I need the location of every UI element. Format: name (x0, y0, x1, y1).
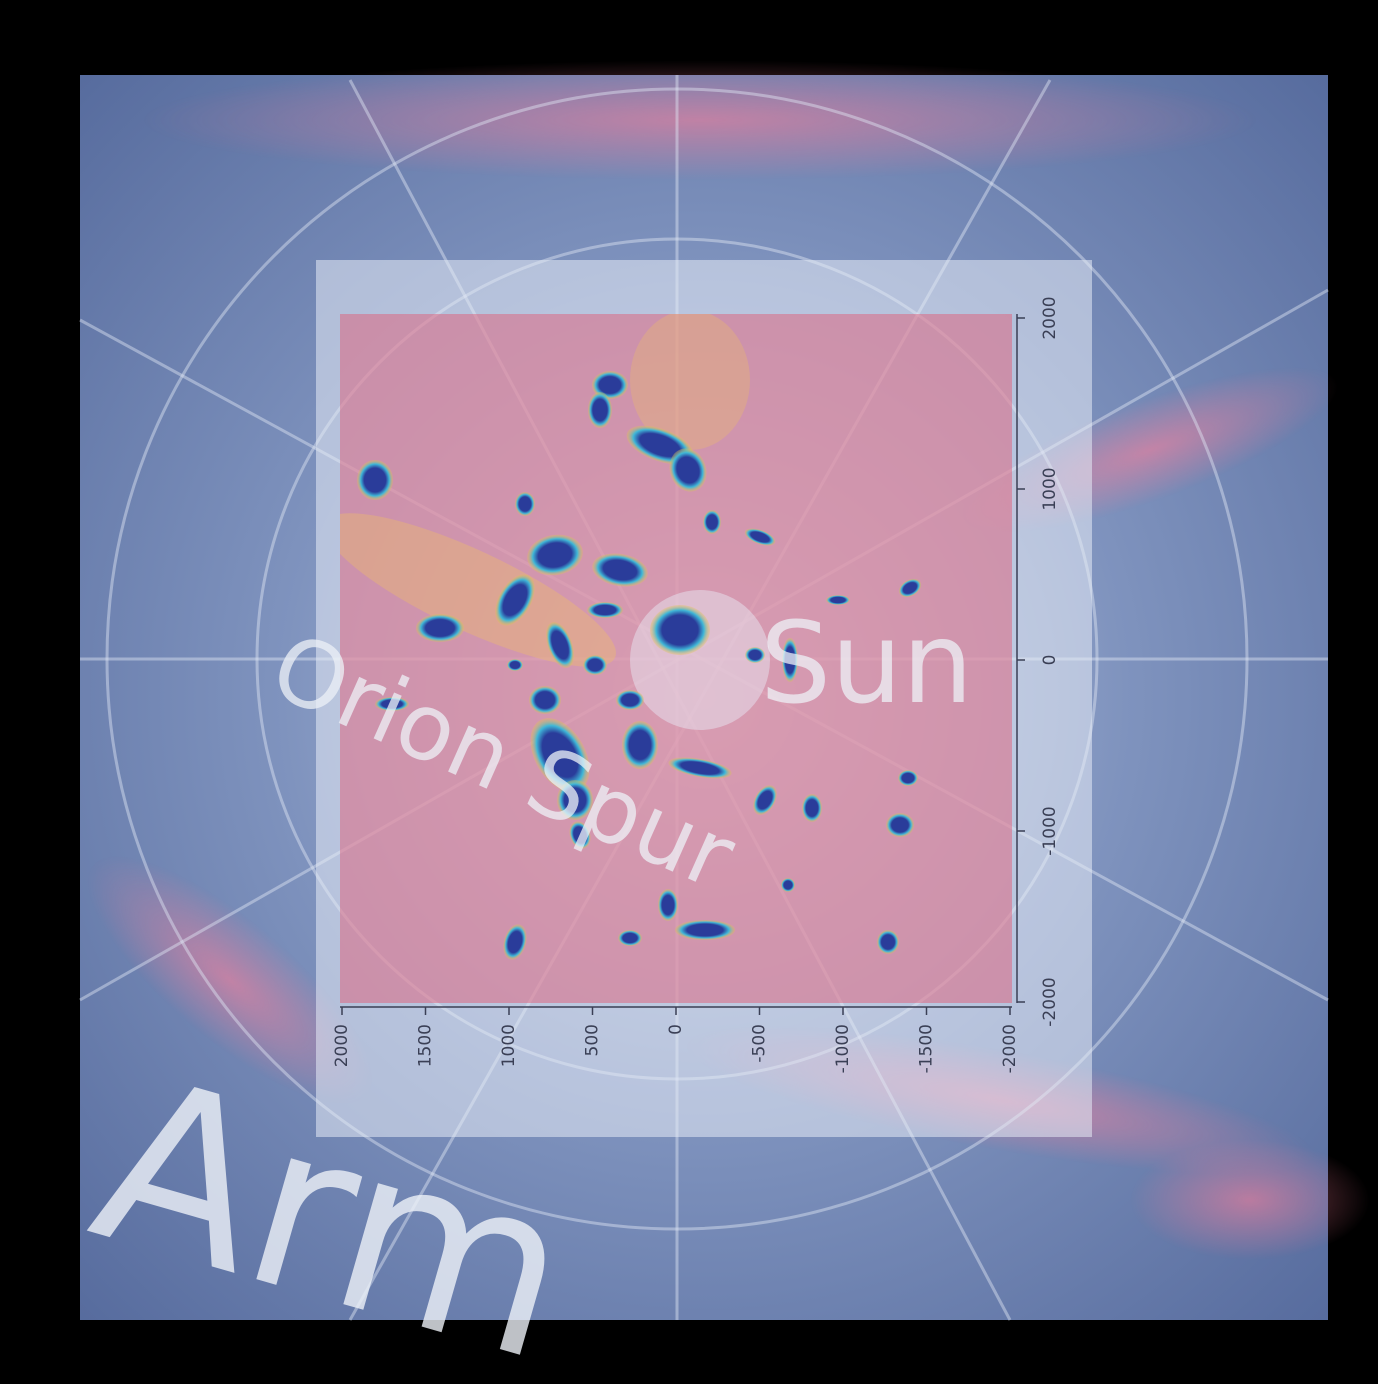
x-tick-label: -1500 (917, 1024, 937, 1073)
heat-blob (546, 622, 574, 668)
heat-blob (557, 780, 593, 820)
heat-blob (618, 930, 642, 946)
x-tick-label: -1000 (833, 1024, 853, 1073)
heat-blob (583, 655, 607, 675)
heat-blob (375, 697, 409, 711)
heat-blob (898, 770, 918, 786)
heat-blob (650, 605, 710, 655)
y-tick-label: 2000 (1040, 296, 1060, 339)
x-tick-label: 0 (666, 1024, 686, 1035)
heat-blob (658, 889, 678, 921)
x-tick-label: 500 (583, 1024, 603, 1056)
y-tick-label: -1000 (1040, 806, 1060, 855)
x-tick-label: 2000 (332, 1024, 352, 1067)
heat-blob (587, 602, 623, 618)
heat-blob (898, 578, 922, 598)
heat-blob (530, 718, 590, 792)
heat-blob (515, 492, 535, 516)
heat-blob (357, 460, 393, 500)
heat-blob (416, 614, 464, 642)
heat-blob (669, 448, 707, 492)
heat-blob (495, 574, 535, 626)
heat-blob (781, 878, 795, 892)
x-tick-label: 1000 (499, 1024, 519, 1067)
heat-blob (503, 924, 527, 960)
heatmap (340, 314, 1012, 1003)
heat-blob (675, 920, 735, 940)
y-tick-label: -2000 (1040, 977, 1060, 1026)
heat-blob (753, 785, 777, 815)
heat-blob (592, 553, 648, 587)
heat-blob (529, 686, 561, 714)
annotation: Sun (760, 599, 973, 729)
heat-blob (877, 930, 899, 954)
heat-blob (616, 690, 644, 710)
x-tick-label: 1500 (416, 1024, 436, 1067)
heat-blob (507, 659, 523, 671)
heat-blob (569, 821, 591, 849)
heat-blob (782, 638, 798, 682)
heat-blob (527, 534, 583, 576)
heat-blob (622, 721, 658, 769)
heat-blob (826, 595, 850, 605)
heat-blob (744, 528, 776, 546)
y-tick-label: 1000 (1040, 467, 1060, 510)
heat-blob (588, 392, 612, 428)
x-tick-label: -500 (750, 1024, 770, 1063)
heat-blob (592, 371, 628, 399)
x-tick-label: -2000 (1000, 1024, 1020, 1073)
heat-blob (802, 794, 822, 822)
heat-blob (668, 757, 732, 779)
heat-blob (745, 647, 765, 663)
heat-blob (703, 510, 721, 534)
y-tick-label: 0 (1040, 655, 1060, 666)
heat-blob (886, 813, 914, 837)
